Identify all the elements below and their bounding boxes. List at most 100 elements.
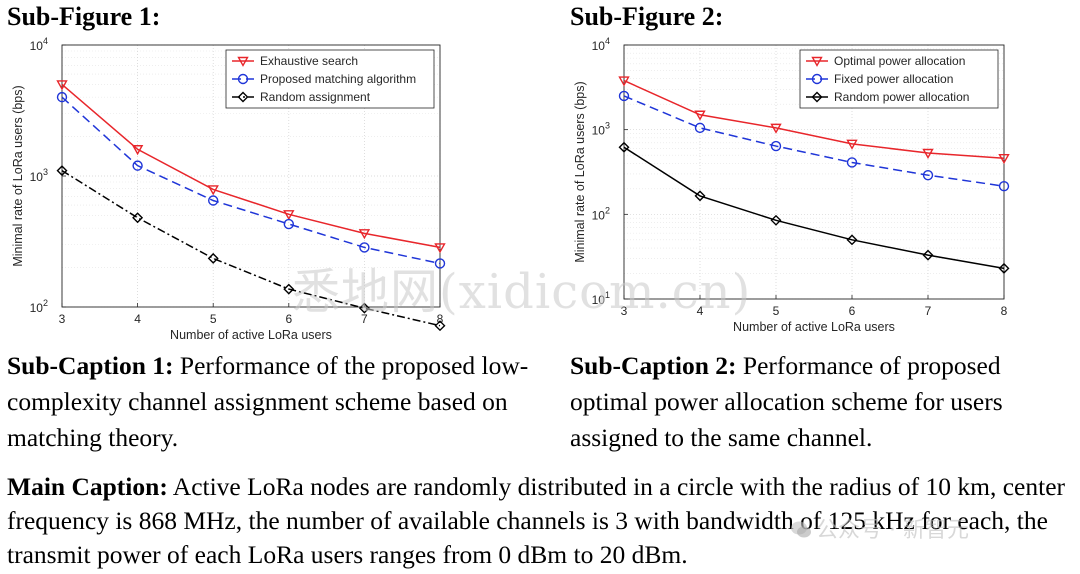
x-tick-label: 4	[134, 312, 141, 326]
legend: Exhaustive search Proposed matching algor…	[225, 49, 435, 109]
y-tick-label: 104	[30, 36, 48, 53]
y-tick-label: 102	[30, 298, 48, 315]
series-3	[618, 141, 1010, 274]
watermark-text: 悉地网(xidicom.cn)	[292, 264, 752, 320]
subcaption-2: Sub-Caption 2: Performance of proposed o…	[570, 348, 1075, 456]
data-point	[207, 185, 219, 196]
legend-marker	[237, 91, 249, 103]
y-tick-label: 102	[592, 205, 610, 222]
series-line	[61, 96, 441, 265]
legend-marker	[811, 73, 823, 85]
chart-2: 3 4 5 6 7 8 101 102 103 104 Number of active LoRa …	[573, 36, 1010, 334]
x-tick-label: 8	[437, 312, 444, 326]
data-point	[283, 283, 295, 295]
subcaption-1-text: Performance of the proposed low-complexi…	[7, 351, 529, 452]
watermark-secondary: 公众号 · 新智元	[790, 512, 969, 544]
data-point	[283, 218, 294, 230]
data-point	[56, 165, 68, 177]
data-point	[132, 212, 144, 224]
x-tick-label: 6	[285, 312, 292, 326]
y-tick-label: 104	[592, 36, 610, 53]
x-tick-label: 3	[621, 304, 628, 318]
chart-1: 3 4 5 6 7 8 102 103 104 Number of active LoRa use…	[11, 36, 446, 342]
series-line	[623, 95, 1005, 187]
x-axis-label: Number of active LoRa users	[733, 320, 895, 334]
data-point	[694, 110, 706, 121]
axes-frame	[623, 44, 1005, 300]
main-caption-label: Main Caption:	[7, 472, 168, 501]
data-point	[207, 252, 219, 264]
data-point	[922, 148, 934, 159]
x-tick-label: 5	[210, 312, 217, 326]
x-tick-label: 3	[59, 312, 66, 326]
legend-label: Random power allocation	[834, 90, 969, 104]
data-point	[207, 195, 219, 206]
series-line	[61, 169, 441, 327]
subcaption-1-label: Sub-Caption 1:	[7, 351, 174, 380]
data-point	[434, 320, 446, 332]
y-axis-label: Minimal rate of LoRa users (bps)	[11, 85, 25, 266]
data-point	[618, 76, 630, 87]
series-2	[618, 90, 1010, 192]
main-caption-text: Active LoRa nodes are randomly distribut…	[7, 472, 1066, 569]
legend-marker	[811, 56, 823, 67]
data-point	[56, 91, 68, 103]
legend-label: Optimal power allocation	[834, 54, 965, 68]
wechat-icon	[791, 521, 811, 538]
data-point	[132, 160, 143, 171]
legend-box	[225, 49, 435, 109]
data-point	[998, 180, 1010, 192]
data-point	[56, 80, 68, 91]
data-point	[358, 229, 371, 240]
data-point	[131, 145, 144, 156]
data-point	[694, 122, 706, 134]
data-point	[618, 141, 630, 153]
data-point	[434, 258, 446, 269]
legend-marker	[811, 91, 823, 103]
subcaption-2-text: Performance of proposed optimal power al…	[570, 351, 1003, 452]
series-1	[56, 80, 446, 254]
data-point	[922, 169, 934, 181]
watermark-secondary-text: 公众号 · 新智元	[816, 518, 969, 543]
series-3	[56, 165, 446, 332]
data-point	[846, 157, 858, 168]
data-point	[998, 262, 1010, 274]
y-axis-label: Minimal rate of LoRa users (bps)	[573, 81, 587, 262]
y-tick-label: 103	[30, 167, 48, 184]
data-point	[770, 140, 782, 152]
x-tick-label: 5	[773, 304, 780, 318]
x-axis-label: Number of active LoRa users	[170, 328, 332, 342]
subfigure-1-heading: Sub-Figure 1:	[7, 2, 161, 31]
data-point	[846, 234, 858, 246]
data-point	[434, 243, 446, 254]
x-tick-label: 4	[697, 304, 704, 318]
data-point	[770, 123, 782, 134]
legend-label: Proposed matching algorithm	[260, 72, 416, 86]
x-tick-label: 7	[361, 312, 368, 326]
subcaption-2-label: Sub-Caption 2:	[570, 351, 737, 380]
data-point	[283, 210, 295, 221]
series-line	[623, 79, 1005, 159]
series-1	[618, 76, 1010, 165]
main-caption: Main Caption: Active LoRa nodes are rand…	[7, 470, 1080, 572]
data-point	[618, 90, 630, 102]
data-point	[998, 154, 1010, 165]
data-point	[694, 190, 706, 202]
legend-label: Random assignment	[260, 90, 371, 104]
legend-label: Fixed power allocation	[834, 72, 953, 86]
series-line	[623, 146, 1005, 270]
y-tick-label: 103	[592, 121, 610, 138]
legend-box	[799, 49, 999, 109]
data-point	[922, 249, 934, 261]
x-tick-label: 6	[849, 304, 856, 318]
y-tick-label: 101	[592, 290, 610, 307]
legend-marker	[237, 73, 249, 85]
data-point	[358, 302, 370, 314]
data-point	[770, 214, 782, 226]
series-line	[61, 83, 441, 249]
subfigure-2-heading: Sub-Figure 2:	[570, 2, 724, 31]
legend: Optimal power allocation Fixed power allo…	[799, 49, 999, 109]
x-tick-label: 7	[925, 304, 932, 318]
x-tick-label: 8	[1001, 304, 1008, 318]
series-2	[56, 91, 446, 269]
